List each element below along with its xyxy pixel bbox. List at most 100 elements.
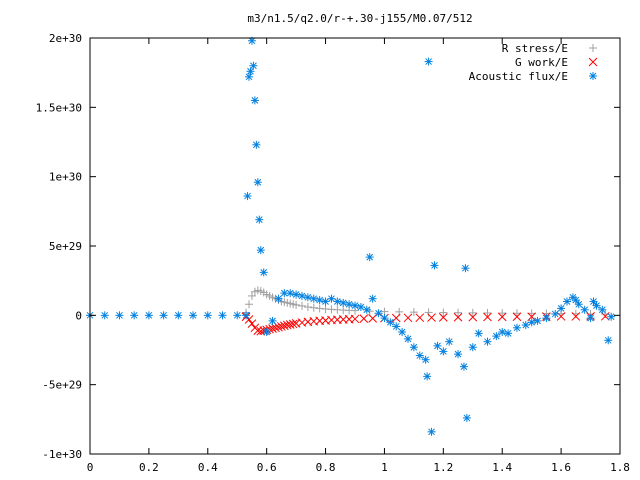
data-point xyxy=(468,343,477,352)
y-tick-label: 0 xyxy=(75,309,82,322)
data-point xyxy=(242,311,251,320)
series-0 xyxy=(242,286,610,319)
series-2 xyxy=(86,36,616,436)
x-tick-label: 0.4 xyxy=(198,461,218,474)
data-point xyxy=(247,319,257,329)
data-point xyxy=(321,297,330,306)
data-point xyxy=(245,300,253,309)
data-point xyxy=(345,300,354,309)
data-point xyxy=(563,297,571,306)
data-point xyxy=(277,322,286,331)
data-point xyxy=(454,308,463,317)
data-point xyxy=(362,305,371,314)
data-point xyxy=(303,303,312,312)
data-point xyxy=(445,337,454,346)
data-point xyxy=(409,343,418,352)
plot-frame xyxy=(89,37,621,455)
data-point xyxy=(598,305,607,314)
data-point xyxy=(459,362,468,371)
data-point xyxy=(527,318,536,327)
data-point xyxy=(607,312,616,321)
data-point xyxy=(298,301,306,310)
data-point xyxy=(571,296,580,305)
data-point xyxy=(359,314,369,324)
data-point xyxy=(453,312,463,322)
data-point xyxy=(498,309,507,318)
data-point xyxy=(253,178,262,187)
data-point xyxy=(246,67,255,76)
data-point xyxy=(551,309,560,318)
y-tick-label: 5e+29 xyxy=(49,240,82,253)
y-tick-label: 2e+30 xyxy=(49,32,82,45)
y-tick-label: -5e+29 xyxy=(42,379,82,392)
data-point xyxy=(483,337,492,346)
data-point xyxy=(286,289,295,298)
data-point xyxy=(268,316,277,325)
data-point xyxy=(249,61,258,70)
data-point xyxy=(292,290,301,299)
data-point xyxy=(274,322,283,332)
data-point xyxy=(462,413,471,422)
plot-marks xyxy=(86,36,616,436)
data-point xyxy=(262,327,271,336)
series-1 xyxy=(241,311,610,336)
data-point xyxy=(438,313,448,322)
data-point xyxy=(586,314,595,323)
data-point xyxy=(386,318,395,327)
data-point xyxy=(430,261,439,270)
data-point xyxy=(392,322,401,331)
data-point xyxy=(439,347,448,356)
data-point xyxy=(474,329,483,338)
data-point xyxy=(356,303,365,312)
data-point xyxy=(259,268,268,277)
data-point xyxy=(468,312,478,322)
legend-label: G work/E xyxy=(515,56,568,69)
data-point xyxy=(292,300,301,309)
data-point xyxy=(309,303,318,312)
data-point xyxy=(252,140,261,149)
data-point xyxy=(439,308,448,317)
data-point xyxy=(115,311,124,320)
data-point xyxy=(398,327,407,336)
data-point xyxy=(315,296,324,305)
data-point xyxy=(245,72,253,81)
data-point xyxy=(144,311,153,320)
data-point xyxy=(404,334,412,343)
data-point xyxy=(339,298,348,307)
data-point xyxy=(391,313,401,323)
data-point xyxy=(589,297,598,306)
data-point xyxy=(512,312,522,322)
y-tick-label: 1.5e+30 xyxy=(36,101,82,114)
data-point xyxy=(574,300,583,309)
data-point xyxy=(512,309,521,318)
data-point xyxy=(415,351,424,360)
data-point xyxy=(498,327,507,336)
legend-label: R stress/E xyxy=(502,42,568,55)
data-point xyxy=(159,311,168,320)
axes: 0 0.2 0.4 0.6 0.8 1 1.2 1.4 1.6 1.8 -1e+30 -5e+29 0 5… xyxy=(36,32,630,474)
x-tick-label: 1.4 xyxy=(492,461,512,474)
data-point xyxy=(315,304,324,313)
data-point xyxy=(483,312,492,322)
data-point xyxy=(368,294,377,303)
data-point xyxy=(580,305,589,314)
legend-marker xyxy=(589,72,597,80)
data-point xyxy=(309,294,318,303)
data-point xyxy=(492,332,501,341)
x-tick-label: 0.2 xyxy=(139,461,159,474)
data-point xyxy=(403,313,413,323)
data-point xyxy=(130,311,139,320)
data-point xyxy=(368,314,378,323)
data-point xyxy=(218,311,227,320)
data-point xyxy=(247,291,256,300)
data-point xyxy=(571,312,581,321)
data-point xyxy=(415,313,425,323)
data-point xyxy=(271,323,280,333)
data-point xyxy=(512,323,521,332)
data-point xyxy=(255,215,264,224)
data-point xyxy=(374,309,383,318)
x-tick-label: 1.8 xyxy=(610,461,630,474)
x-tick-label: 0.6 xyxy=(257,461,277,474)
